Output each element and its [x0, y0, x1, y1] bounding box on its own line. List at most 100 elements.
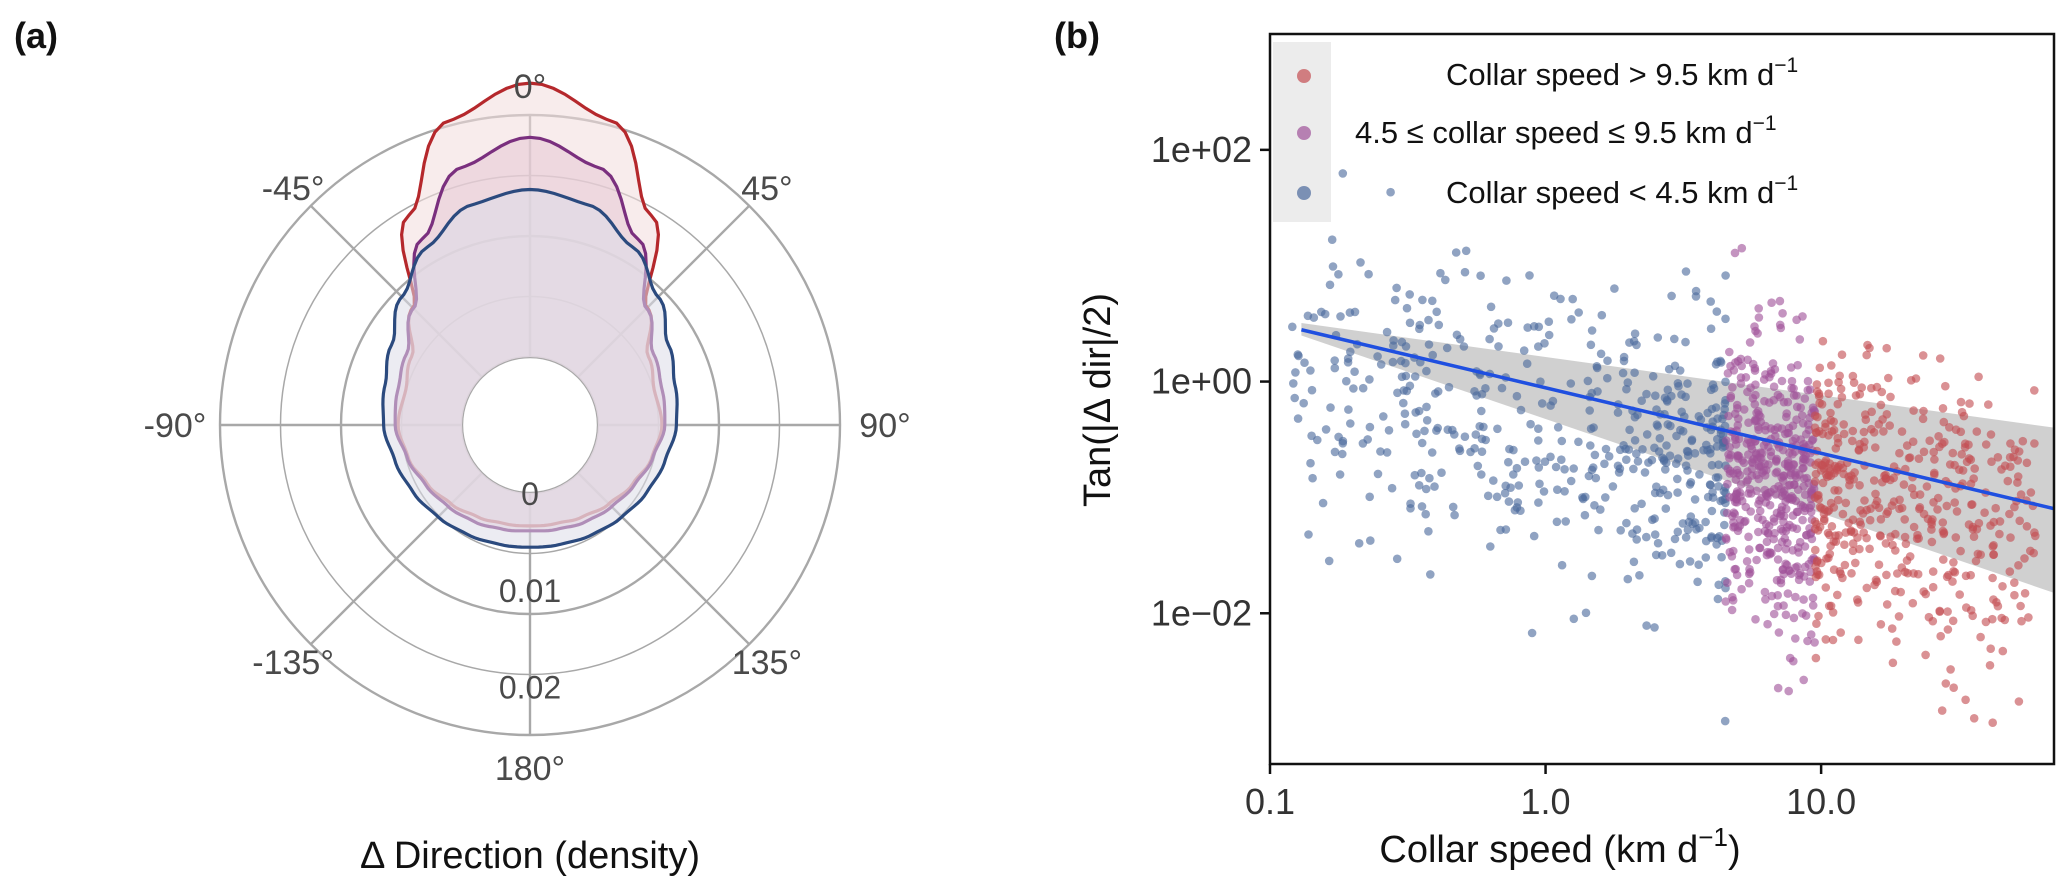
scatter-point: [1750, 363, 1760, 373]
scatter-point: [1773, 683, 1783, 693]
scatter-point: [1784, 423, 1794, 433]
y-tick-label: 1e−02: [1151, 592, 1252, 633]
scatter-point: [1557, 455, 1566, 465]
scatter-point: [1338, 436, 1348, 446]
scatter-point: [1777, 473, 1786, 482]
scatter-point: [1795, 335, 1805, 344]
scatter-point: [1732, 570, 1742, 580]
scatter-point: [1767, 591, 1777, 601]
scatter-point: [1548, 396, 1558, 406]
scatter-point: [1707, 460, 1717, 470]
scatter-point: [1929, 498, 1938, 507]
scatter-point: [1914, 454, 1924, 464]
scatter-point: [1946, 665, 1955, 674]
scatter-point: [1909, 522, 1919, 532]
scatter-point: [1734, 451, 1744, 461]
scatter-point: [1657, 551, 1667, 560]
scatter-point: [1590, 501, 1599, 510]
scatter-point: [1420, 426, 1429, 436]
scatter-point: [1941, 381, 1950, 391]
scatter-point: [1848, 436, 1857, 446]
scatter-point: [1427, 448, 1437, 457]
scatter-point: [1693, 577, 1702, 587]
scatter-point: [1473, 461, 1483, 471]
scatter-point: [1306, 458, 1315, 468]
scatter-point: [1306, 366, 1315, 375]
scatter-point: [1909, 406, 1918, 415]
scatter-point: [1730, 248, 1740, 258]
scatter-point: [1618, 368, 1628, 378]
scatter-point: [1537, 399, 1547, 408]
scatter-point: [1318, 498, 1328, 508]
scatter-point: [1633, 457, 1643, 466]
scatter-point: [1847, 471, 1856, 480]
scatter-point: [1964, 520, 1974, 529]
scatter-point: [1727, 552, 1737, 561]
scatter-point: [1596, 505, 1605, 514]
scatter-point: [1948, 616, 1958, 626]
scatter-point: [1956, 546, 1965, 556]
scatter-point: [1681, 337, 1690, 347]
scatter-point: [1389, 336, 1398, 345]
scatter-point: [1928, 567, 1938, 576]
scatter-point: [1968, 611, 1977, 621]
scatter-point: [1812, 380, 1822, 389]
scatter-point: [1951, 533, 1961, 542]
scatter-point: [1845, 480, 1854, 490]
scatter-point: [1425, 473, 1434, 483]
scatter-point: [1893, 569, 1902, 578]
scatter-point: [1867, 407, 1876, 417]
scatter-point: [1721, 533, 1731, 543]
scatter-point: [1762, 537, 1772, 547]
scatter-point: [1623, 574, 1633, 584]
scatter-point: [1921, 650, 1930, 660]
scatter-point: [1812, 557, 1822, 567]
scatter-point: [1642, 389, 1651, 399]
scatter-point: [1633, 410, 1642, 420]
scatter-point: [1881, 470, 1890, 480]
scatter-point: [2003, 476, 2013, 486]
scatter-point: [1967, 500, 1977, 509]
scatter-point: [1803, 376, 1813, 386]
scatter-point: [1778, 565, 1788, 574]
scatter-point: [1821, 635, 1831, 644]
scatter-point: [1648, 372, 1658, 381]
legend: Collar speed > 9.5 km d−1 4.5 ≤ collar s…: [1273, 42, 1798, 222]
scatter-point: [1793, 360, 1802, 370]
scatter-point: [1886, 532, 1895, 541]
scatter-point: [1791, 434, 1800, 443]
scatter-point: [1790, 447, 1800, 457]
scatter-point: [1789, 656, 1798, 666]
scatter-point: [2026, 488, 2036, 497]
scatter-point: [1629, 557, 1639, 567]
scatter-point: [1655, 488, 1665, 498]
scatter-point: [1957, 450, 1966, 459]
scatter-point: [1848, 546, 1858, 556]
scatter-point: [1428, 296, 1437, 306]
scatter-point: [1615, 445, 1625, 455]
scatter-point: [1730, 497, 1740, 507]
scatter-point: [1818, 429, 1827, 439]
scatter-point: [1520, 457, 1530, 467]
scatter-point: [1798, 609, 1807, 618]
scatter-point: [1461, 246, 1471, 256]
scatter-point: [1486, 542, 1495, 551]
scatter-point: [1851, 391, 1861, 400]
scatter-point: [1455, 334, 1465, 344]
scatter-point: [1373, 352, 1382, 361]
scatter-point: [1382, 448, 1392, 457]
scatter-point: [2000, 461, 2010, 471]
scatter-point: [1421, 509, 1430, 519]
scatter-point: [1899, 480, 1909, 489]
scatter-point: [1755, 506, 1765, 516]
scatter-point: [1959, 411, 1969, 421]
scatter-point: [1836, 628, 1845, 637]
scatter-point: [1974, 518, 1984, 528]
scatter-point: [1392, 283, 1401, 293]
scatter-point: [1597, 310, 1607, 320]
scatter-point: [1769, 534, 1778, 544]
scatter-point: [1754, 527, 1763, 537]
scatter-point: [1415, 324, 1424, 334]
scatter-point: [1943, 625, 1953, 634]
scatter-point: [1943, 607, 1952, 616]
